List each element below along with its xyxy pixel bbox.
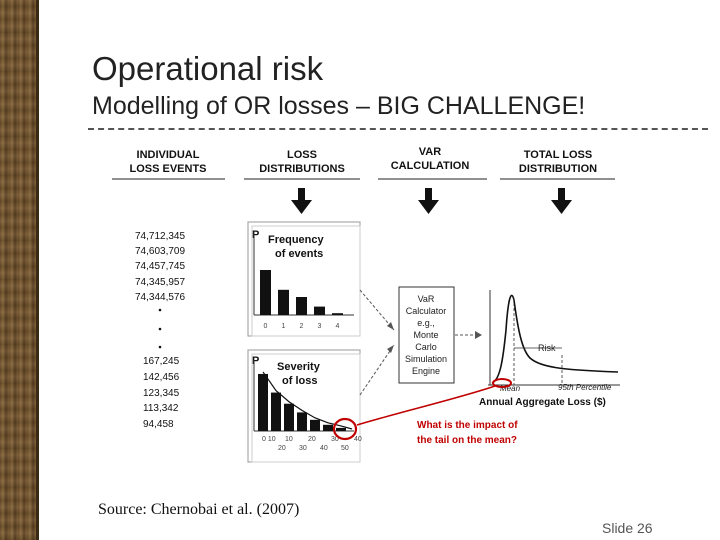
loss-value: 94,458 bbox=[143, 419, 174, 430]
col4-header-line1: TOTAL LOSS bbox=[524, 149, 592, 161]
arrow-down-icon bbox=[551, 188, 572, 214]
severity-tick: 20 bbox=[278, 445, 286, 452]
severity-bar bbox=[271, 392, 281, 431]
title-divider bbox=[88, 128, 708, 130]
frequency-tick: 0 bbox=[264, 323, 268, 330]
arrow-down-icon bbox=[418, 188, 439, 214]
severity-bar bbox=[323, 424, 333, 431]
var-box-line: VaR bbox=[418, 294, 435, 304]
ellipsis-dot bbox=[158, 308, 162, 312]
frequency-bar bbox=[278, 289, 289, 315]
col4-header-line2: DISTRIBUTION bbox=[519, 163, 597, 175]
severity-label-line2: of loss bbox=[282, 375, 317, 387]
col2-header-line2: DISTRIBUTIONS bbox=[259, 163, 345, 175]
severity-bar bbox=[258, 373, 268, 431]
percentile-label: 95th Percentile bbox=[558, 383, 612, 392]
frequency-label-line2: of events bbox=[275, 248, 323, 260]
frequency-panel: P Frequency of events 0 1 2 3 4 bbox=[247, 221, 361, 337]
slide-subtitle: Modelling of OR losses – BIG CHALLENGE! bbox=[92, 92, 586, 120]
converging-arrows bbox=[359, 289, 395, 396]
col3-header-line1: VAR bbox=[419, 146, 441, 158]
slide-number: Slide 26 bbox=[602, 520, 653, 536]
loss-value: 123,345 bbox=[143, 388, 180, 399]
var-box-line: Monte bbox=[413, 330, 438, 340]
source-citation: Source: Chernobai et al. (2007) bbox=[98, 501, 300, 518]
loss-value: 74,457,745 bbox=[135, 261, 185, 272]
loss-value: 167,245 bbox=[143, 356, 180, 367]
wood-border-strip bbox=[0, 0, 36, 540]
tail-highlight-ellipse bbox=[332, 417, 358, 441]
frequency-tick: 2 bbox=[300, 323, 304, 330]
var-box-line: e.g., bbox=[417, 318, 435, 328]
frequency-bar bbox=[296, 297, 307, 315]
severity-tick: 30 bbox=[331, 436, 339, 443]
mean-label: Mean bbox=[500, 384, 521, 393]
col1-header-line2: LOSS EVENTS bbox=[129, 163, 206, 175]
loss-value: 113,342 bbox=[143, 403, 179, 414]
slide-title: Operational risk bbox=[92, 50, 324, 87]
severity-bar bbox=[284, 403, 294, 431]
frequency-bar bbox=[332, 313, 343, 315]
severity-bar bbox=[310, 419, 320, 431]
question-line1: What is the impact of bbox=[417, 420, 518, 431]
frequency-bar bbox=[260, 270, 271, 315]
question-line2: the tail on the mean? bbox=[417, 435, 517, 446]
loss-value: 74,344,576 bbox=[135, 292, 185, 303]
var-box-line: Carlo bbox=[415, 342, 437, 352]
total-loss-curve bbox=[491, 294, 619, 384]
total-loss-chart: Risk Mean 95th Percentile Annual Aggrega… bbox=[479, 290, 620, 408]
severity-tick: 10 bbox=[285, 436, 293, 443]
arrow-right-icon bbox=[455, 331, 482, 339]
ellipsis-dot bbox=[158, 327, 162, 331]
frequency-bar bbox=[314, 306, 325, 315]
tail-to-mean-connector bbox=[356, 385, 496, 426]
loss-value: 74,712,345 bbox=[135, 231, 185, 242]
loss-value: 74,345,957 bbox=[135, 277, 185, 288]
severity-tick: 20 bbox=[308, 436, 316, 443]
loss-values-bottom: 167,245 142,456 123,345 113,342 94,458 bbox=[143, 356, 180, 430]
arrow-down-icon bbox=[291, 188, 312, 214]
var-box-line: Simulation bbox=[405, 354, 447, 364]
col1-header-line1: INDIVIDUAL bbox=[137, 149, 200, 161]
severity-axis-letter: P bbox=[252, 355, 259, 367]
frequency-tick: 4 bbox=[336, 323, 340, 330]
frequency-tick: 3 bbox=[318, 323, 322, 330]
loss-values-top: 74,712,345 74,603,709 74,457,745 74,345,… bbox=[135, 231, 185, 303]
severity-tick: 40 bbox=[354, 436, 362, 443]
risk-label: Risk bbox=[538, 343, 556, 353]
severity-tick: 50 bbox=[341, 445, 349, 452]
severity-tick: 40 bbox=[320, 445, 328, 452]
frequency-tick: 1 bbox=[282, 323, 286, 330]
severity-label-line1: Severity bbox=[277, 361, 321, 373]
col3-header-line2: CALCULATION bbox=[391, 160, 470, 172]
var-box-line: Engine bbox=[412, 366, 440, 376]
mean-highlight-ellipse bbox=[492, 378, 512, 388]
ellipsis-dot bbox=[158, 345, 162, 349]
severity-bar bbox=[297, 412, 307, 431]
var-calculator-box: VaR Calculator e.g., Monte Carlo Simulat… bbox=[398, 286, 455, 384]
severity-tick: 0 10 bbox=[262, 436, 276, 443]
frequency-label-line1: Frequency bbox=[268, 234, 325, 246]
severity-tick: 30 bbox=[299, 445, 307, 452]
frequency-axis-letter: P bbox=[252, 229, 259, 241]
var-box-line: Calculator bbox=[406, 306, 447, 316]
loss-value: 142,456 bbox=[143, 372, 180, 383]
severity-bar bbox=[336, 427, 346, 431]
col2-header-line1: LOSS bbox=[287, 149, 317, 161]
border-line bbox=[36, 0, 39, 540]
total-loss-x-label: Annual Aggregate Loss ($) bbox=[479, 397, 606, 408]
loss-value: 74,603,709 bbox=[135, 246, 185, 257]
